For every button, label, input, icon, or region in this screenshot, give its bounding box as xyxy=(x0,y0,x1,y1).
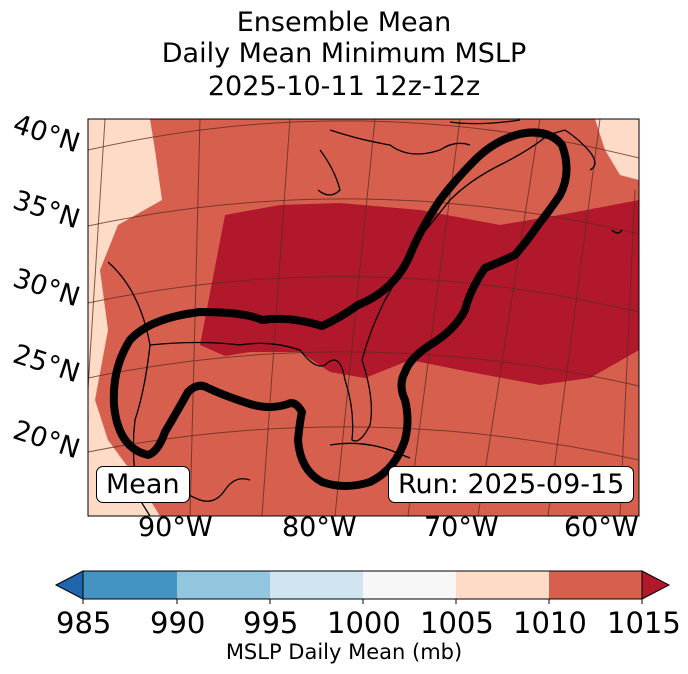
colorbar-title: MSLP Daily Mean (mb) xyxy=(225,640,463,664)
colorbar-bin-1005-1010 xyxy=(456,571,549,599)
lon-label-70: 70°W xyxy=(424,512,499,543)
colorbar-bin-1000-1005 xyxy=(363,571,456,599)
lat-line-35 xyxy=(88,198,639,235)
mean-label-box: Mean xyxy=(96,466,190,503)
lon-line-80 xyxy=(334,119,376,516)
lat-line-30 xyxy=(88,276,639,313)
coastline-cuba xyxy=(329,442,411,459)
map-frame xyxy=(87,118,640,517)
lon-line-70 xyxy=(477,119,541,516)
lon-label-60: 60°W xyxy=(564,512,639,543)
lon-label-80: 80°W xyxy=(282,512,357,543)
cb-label-995: 995 xyxy=(243,606,299,640)
great-lakes xyxy=(329,129,471,155)
lat-line-25 xyxy=(88,351,639,387)
map-panel xyxy=(88,119,639,516)
mslp-field-1000-1005-west xyxy=(88,119,162,420)
lon-line-95 xyxy=(88,119,106,397)
cb-label-990: 990 xyxy=(150,606,206,640)
lon-line-65 xyxy=(547,119,601,516)
colorbar-bin-1010-1015 xyxy=(549,571,642,599)
mslp-field-1000-1005-northeast xyxy=(595,119,639,180)
cb-label-1005: 1005 xyxy=(420,606,494,640)
cb-label-985: 985 xyxy=(56,606,112,640)
cb-label-1000: 1000 xyxy=(327,606,401,640)
colorbar-extend-high xyxy=(641,570,671,600)
coastline-us-gulf-east xyxy=(149,129,566,442)
run-date-box: Run: 2025-09-15 xyxy=(388,466,635,503)
cb-label-1010: 1010 xyxy=(513,606,587,640)
title-line-2: Daily Mean Minimum MSLP xyxy=(161,38,527,69)
colorbar-ticks xyxy=(82,599,643,604)
colorbar-extend-low xyxy=(54,570,84,600)
lon-line-90 xyxy=(189,119,201,516)
colorbar-bin-990-995 xyxy=(177,571,270,599)
colorbar-bin-995-1000 xyxy=(270,571,363,599)
mslp-field-1010-1015 xyxy=(200,200,639,385)
min-mslp-contour xyxy=(109,128,571,490)
coastline-canada xyxy=(449,119,521,125)
cb-label-1015: 1015 xyxy=(607,606,681,640)
colorbar-bin-985-990 xyxy=(83,571,177,599)
title-line-3: 2025-10-11 12z-12z xyxy=(207,71,481,102)
lon-line-60 xyxy=(619,189,636,516)
bermuda xyxy=(611,229,623,234)
title-line-1: Ensemble Mean xyxy=(236,7,452,38)
lake-michigan xyxy=(317,149,341,196)
colorbar xyxy=(54,570,671,604)
coastline-nova-scotia xyxy=(564,129,596,171)
lon-label-90: 90°W xyxy=(138,512,213,543)
